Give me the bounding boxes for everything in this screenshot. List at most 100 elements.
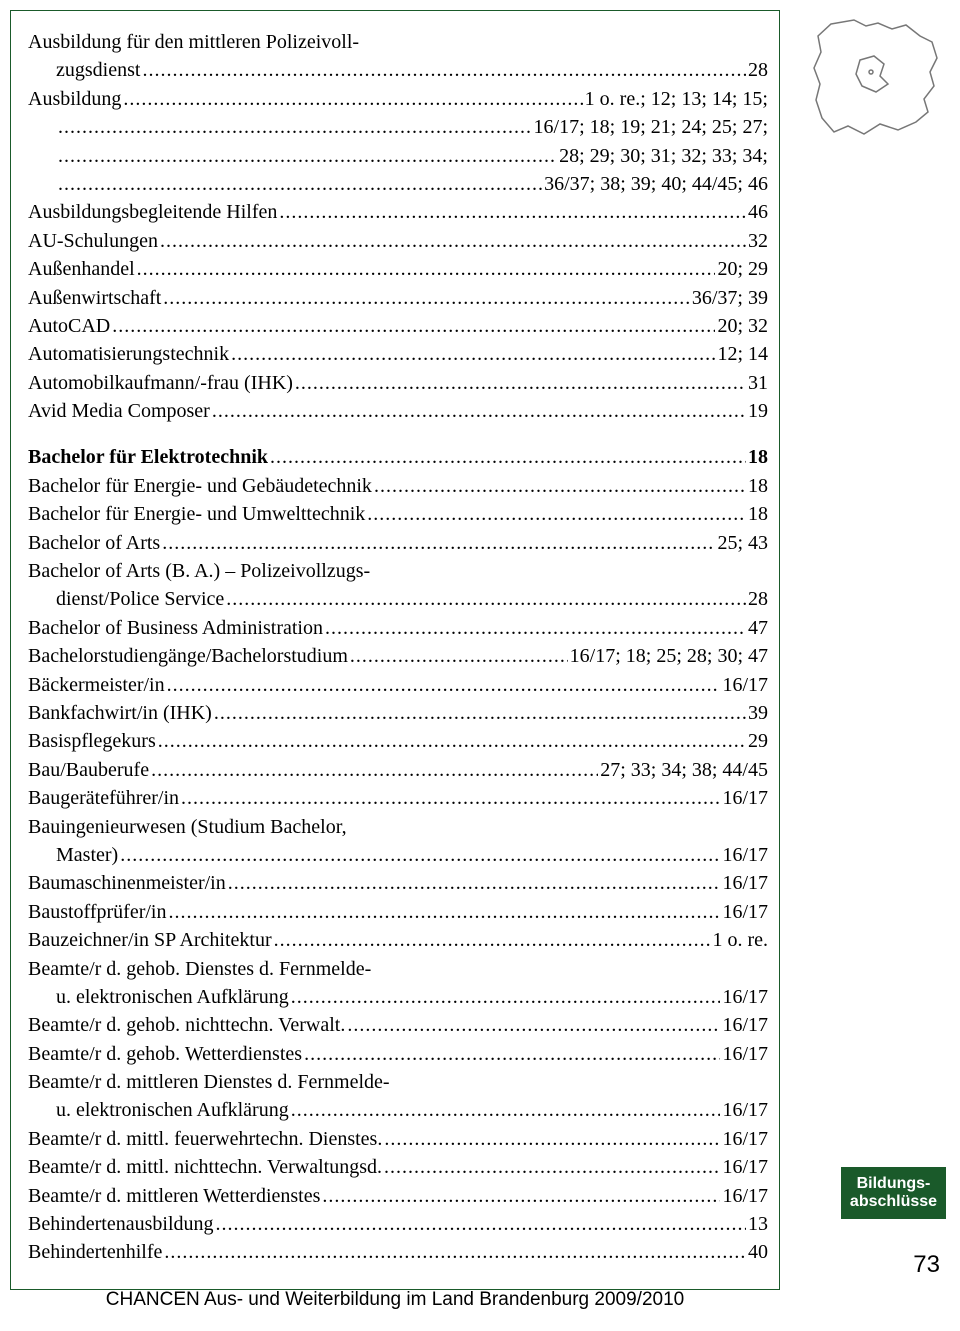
index-line: Bachelor für Energie- und Gebäudetechnik… — [28, 472, 768, 500]
index-line: Außenhandel20; 29 — [28, 255, 768, 283]
index-pages: 28 — [746, 56, 768, 84]
index-pages: 18 — [746, 472, 768, 500]
index-text: Bachelor für Elektrotechnik — [28, 443, 270, 471]
index-text: Bäckermeister/in — [28, 671, 167, 699]
leader-dots — [325, 614, 746, 642]
index-line: Automatisierungstechnik 12; 14 — [28, 340, 768, 368]
index-text: Bachelor of Business Administration — [28, 614, 325, 642]
index-content: Ausbildung für den mittleren Polizeivoll… — [28, 28, 768, 1267]
index-line: Beamte/r d. mittleren Dienstes d. Fernme… — [28, 1068, 768, 1096]
leader-dots — [120, 841, 720, 869]
index-line: Außenwirtschaft36/37; 39 — [28, 284, 768, 312]
leader-dots — [212, 397, 746, 425]
index-entry: Bäckermeister/in16/17 — [28, 671, 768, 699]
index-pages: 16/17 — [720, 898, 768, 926]
index-text: Außenwirtschaft — [28, 284, 163, 312]
index-line: Avid Media Composer 19 — [28, 397, 768, 425]
index-line: 16/17; 18; 19; 21; 24; 25; 27; — [28, 113, 768, 141]
index-pages: 12; 14 — [715, 340, 768, 368]
index-text: Bachelorstudiengänge/Bachelorstudium — [28, 642, 350, 670]
leader-dots — [384, 1125, 720, 1153]
leader-dots — [367, 500, 746, 528]
index-line: Bauzeichner/in SP Architektur1 o. re. — [28, 926, 768, 954]
index-pages: 16/17 — [720, 841, 768, 869]
index-entry: Baugeräteführer/in16/17 — [28, 784, 768, 812]
index-entry: Ausbildung für den mittleren Polizeivoll… — [28, 28, 768, 85]
index-line: u. elektronischen Aufklärung16/17 — [28, 1096, 768, 1124]
leader-dots — [163, 284, 690, 312]
index-entry: Außenwirtschaft36/37; 39 — [28, 284, 768, 312]
index-pages: 29 — [746, 727, 768, 755]
index-entry: Bachelor of Arts25; 43 — [28, 529, 768, 557]
index-line: Bachelor für Energie- und Umwelttechnik1… — [28, 500, 768, 528]
region-map-icon — [806, 14, 946, 144]
index-entry: Bachelor für Elektrotechnik 18 — [28, 443, 768, 471]
index-entry: 28; 29; 30; 31; 32; 33; 34; — [28, 142, 768, 170]
leader-dots — [322, 1182, 720, 1210]
leader-dots — [384, 1153, 720, 1181]
index-text: Beamte/r d. mittl. nichttechn. Verwaltun… — [28, 1153, 384, 1181]
leader-dots — [350, 642, 568, 670]
index-line: Beamte/r d. mittleren Wetterdienstes 16/1… — [28, 1182, 768, 1210]
index-pages: 16/17 — [720, 1096, 768, 1124]
index-entry: Avid Media Composer 19 — [28, 397, 768, 425]
index-line: Bachelor of Business Administration47 — [28, 614, 768, 642]
index-text: Bau/Bauberufe — [28, 756, 151, 784]
index-text: Ausbildung für den mittleren Polizeivoll… — [28, 28, 361, 56]
index-pages: 16/17; 18; 25; 28; 30; 47 — [568, 642, 768, 670]
index-text: Behindertenausbildung — [28, 1210, 216, 1238]
index-line: Master)16/17 — [28, 841, 768, 869]
index-text: Behindertenhilfe — [28, 1238, 164, 1266]
leader-dots — [151, 756, 598, 784]
index-text: Baumaschinenmeister/in — [28, 869, 228, 897]
leader-dots — [304, 1040, 720, 1068]
index-text: Bachelor of Arts — [28, 529, 162, 557]
index-text: AU-Schulungen — [28, 227, 160, 255]
index-pages: 19 — [746, 397, 768, 425]
index-entry: Baumaschinenmeister/in16/17 — [28, 869, 768, 897]
index-pages: 28; 29; 30; 31; 32; 33; 34; — [557, 142, 768, 170]
index-line: Ausbildungsbegleitende Hilfen46 — [28, 198, 768, 226]
index-pages: 16/17 — [720, 983, 768, 1011]
index-pages: 16/17 — [720, 1125, 768, 1153]
index-text: Beamte/r d. gehob. Dienstes d. Fernmelde… — [28, 955, 373, 983]
leader-dots — [374, 472, 746, 500]
index-line: AU-Schulungen 32 — [28, 227, 768, 255]
index-text: u. elektronischen Aufklärung — [56, 983, 291, 1011]
index-text: Bachelor für Energie- und Gebäudetechnik — [28, 472, 374, 500]
index-entry: Beamte/r d. gehob. Dienstes d. Fernmelde… — [28, 955, 768, 1012]
index-pages: 16/17; 18; 19; 21; 24; 25; 27; — [532, 113, 768, 141]
index-text: zugsdienst — [56, 56, 142, 84]
index-pages: 40 — [746, 1238, 768, 1266]
index-text: Baustoffprüfer/in — [28, 898, 169, 926]
index-text: Avid Media Composer — [28, 397, 212, 425]
index-pages: 32 — [746, 227, 768, 255]
leader-dots — [291, 1096, 721, 1124]
index-entry: Außenhandel20; 29 — [28, 255, 768, 283]
index-text: AutoCAD — [28, 312, 112, 340]
leader-dots — [164, 1238, 746, 1266]
index-line: AutoCAD20; 32 — [28, 312, 768, 340]
index-entry: Baustoffprüfer/in 16/17 — [28, 898, 768, 926]
leader-dots — [167, 671, 721, 699]
index-pages: 16/17 — [720, 1182, 768, 1210]
index-line: Bankfachwirt/in (IHK)39 — [28, 699, 768, 727]
index-pages: 28 — [746, 585, 768, 613]
index-pages: 18 — [746, 443, 768, 471]
index-text: dienst/Police Service — [56, 585, 226, 613]
leader-dots — [226, 585, 746, 613]
index-line: Bachelorstudiengänge/Bachelorstudium 16/1… — [28, 642, 768, 670]
index-entry: AU-Schulungen 32 — [28, 227, 768, 255]
index-entry: Beamte/r d. mittleren Dienstes d. Fernme… — [28, 1068, 768, 1125]
index-text: Automatisierungstechnik — [28, 340, 231, 368]
index-line: Baustoffprüfer/in 16/17 — [28, 898, 768, 926]
index-text: Beamte/r d. mittleren Wetterdienstes — [28, 1182, 322, 1210]
index-pages: 20; 29 — [715, 255, 768, 283]
index-entry: Beamte/r d. gehob. Wetterdienstes16/17 — [28, 1040, 768, 1068]
index-line: dienst/Police Service 28 — [28, 585, 768, 613]
index-line: Bachelor für Elektrotechnik 18 — [28, 443, 768, 471]
index-pages: 1 o. re.; 12; 13; 14; 15; — [583, 85, 768, 113]
index-entry: Bau/Bauberufe27; 33; 34; 38; 44/45 — [28, 756, 768, 784]
index-entry: Bachelor für Energie- und Umwelttechnik1… — [28, 500, 768, 528]
index-text: Beamte/r d. gehob. nichttechn. Verwalt. — [28, 1011, 347, 1039]
